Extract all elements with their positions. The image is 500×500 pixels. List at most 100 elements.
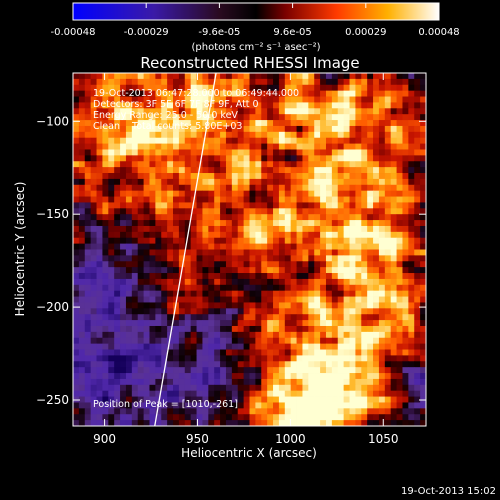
heatmap-cell [255,190,262,197]
heatmap-cell [202,302,209,309]
heatmap-cell [202,173,209,180]
heatmap-cell [267,73,274,80]
heatmap-cell [143,225,150,233]
heatmap-cell [343,90,350,97]
heatmap-cell [331,355,339,362]
heatmap-cell [378,355,386,362]
heatmap-cell [78,131,86,139]
heatmap-cell [231,390,239,397]
heatmap-cell [196,420,203,426]
heatmap-cell [384,355,392,362]
heatmap-cell [331,173,339,180]
heatmap-cell [261,373,268,380]
heatmap-cell [378,349,386,356]
heatmap-cell [161,278,168,286]
heatmap-cell [273,90,280,97]
heatmap-cell [178,202,186,209]
heatmap-cell [367,243,374,250]
heatmap-cell [361,337,368,345]
heatmap-cell [84,214,92,221]
heatmap-cell [420,125,426,133]
heatmap-cell [402,249,409,256]
heatmap-cell [378,125,386,133]
heatmap-cell [267,337,274,345]
heatmap-cell [125,131,133,139]
heatmap-cell [355,143,362,150]
heatmap-cell [114,125,121,133]
heatmap-cell [278,131,286,139]
heatmap-cell [202,231,209,239]
heatmap-cell [108,137,115,144]
heatmap-cell [155,273,162,280]
heatmap-cell [273,120,280,127]
heatmap-cell [314,214,321,221]
heatmap-cell [278,361,286,368]
heatmap-cell [220,73,227,80]
heatmap-cell [220,214,227,221]
heatmap-cell [261,320,268,327]
heatmap-cell [190,220,197,227]
heatmap-cell [408,173,415,180]
heatmap-cell [96,173,103,180]
heatmap-cell [361,414,368,421]
heatmap-cell [137,220,144,227]
heatmap-cell [349,255,356,262]
heatmap-cell [278,308,286,315]
heatmap-cell [96,267,103,274]
heatmap-cell [184,343,192,350]
heatmap-cell [131,284,139,292]
heatmap-cell [167,278,174,286]
heatmap-cell [373,325,380,333]
heatmap-cell [267,120,274,127]
heatmap-cell [296,355,303,362]
heatmap-cell [349,278,356,286]
heatmap-cell [249,243,256,250]
heatmap-cell [178,308,186,315]
heatmap-cell [73,314,80,321]
heatmap-cell [261,196,268,203]
heatmap-cell [373,384,380,392]
heatmap-cell [343,149,350,156]
heatmap-cell [273,325,280,333]
heatmap-cell [73,184,80,192]
heatmap-cell [361,243,368,250]
heatmap-cell [96,214,103,221]
heatmap-cell [267,131,274,139]
heatmap-cell [273,114,280,121]
heatmap-cell [402,208,409,215]
heatmap-cell [390,237,397,245]
heatmap-cell [161,314,168,321]
heatmap-cell [220,249,227,256]
heatmap-cell [167,367,174,374]
heatmap-cell [78,267,86,274]
heatmap-cell [243,90,250,97]
heatmap-cell [331,161,339,168]
heatmap-cell [149,214,156,221]
heatmap-cell [243,84,250,92]
heatmap-cell [255,361,262,368]
heatmap-cell [249,120,256,127]
heatmap-cell [343,414,350,421]
heatmap-cell [190,190,197,197]
heatmap-cell [284,284,292,292]
heatmap-cell [314,373,321,380]
heatmap-cell [402,267,409,274]
heatmap-cell [237,302,245,309]
heatmap-cell [314,408,321,415]
heatmap-cell [243,290,250,297]
heatmap-cell [320,167,327,174]
heatmap-cell [190,131,197,139]
heatmap-cell [208,184,215,192]
heatmap-cell [378,225,386,233]
heatmap-cell [396,355,403,362]
heatmap-cell [278,243,286,250]
heatmap-cell [320,202,327,209]
heatmap-cell [378,284,386,292]
heatmap-cell [402,314,409,321]
heatmap-cell [349,290,356,297]
heatmap-cell [208,90,215,97]
heatmap-cell [120,125,127,133]
heatmap-cell [278,408,286,415]
heatmap-cell [155,384,162,392]
heatmap-cell [402,390,409,397]
